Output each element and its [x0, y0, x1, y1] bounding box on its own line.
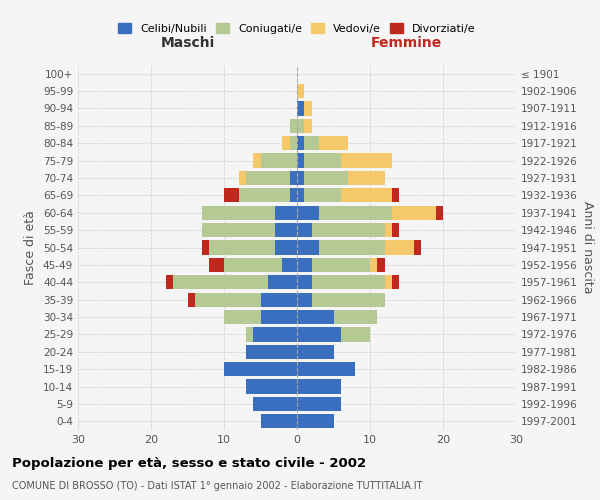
- Bar: [297, 328, 341, 342]
- Bar: [297, 275, 311, 289]
- Bar: [297, 171, 304, 185]
- Text: COMUNE DI BROSSO (TO) - Dati ISTAT 1° gennaio 2002 - Elaborazione TUTTITALIA.IT: COMUNE DI BROSSO (TO) - Dati ISTAT 1° ge…: [12, 481, 422, 491]
- Bar: [392, 275, 399, 289]
- Bar: [341, 328, 370, 342]
- Bar: [209, 258, 224, 272]
- Bar: [385, 275, 392, 289]
- Bar: [195, 292, 260, 307]
- Bar: [392, 188, 399, 202]
- Bar: [297, 102, 304, 116]
- Bar: [297, 310, 334, 324]
- Bar: [260, 154, 297, 168]
- Bar: [246, 171, 290, 185]
- Bar: [239, 188, 290, 202]
- Bar: [297, 206, 319, 220]
- Bar: [224, 188, 239, 202]
- Bar: [290, 118, 297, 133]
- Bar: [297, 223, 311, 237]
- Bar: [246, 328, 253, 342]
- Text: Maschi: Maschi: [160, 36, 215, 51]
- Bar: [414, 240, 421, 254]
- Bar: [304, 154, 341, 168]
- Bar: [304, 102, 311, 116]
- Bar: [297, 188, 304, 202]
- Bar: [275, 223, 297, 237]
- Bar: [385, 240, 414, 254]
- Bar: [202, 206, 275, 220]
- Bar: [297, 380, 341, 394]
- Bar: [187, 292, 195, 307]
- Bar: [290, 136, 297, 150]
- Bar: [297, 344, 334, 359]
- Bar: [297, 362, 355, 376]
- Legend: Celibi/Nubili, Coniugati/e, Vedovi/e, Divorziati/e: Celibi/Nubili, Coniugati/e, Vedovi/e, Di…: [115, 20, 479, 37]
- Bar: [334, 310, 377, 324]
- Bar: [319, 136, 348, 150]
- Bar: [297, 154, 304, 168]
- Bar: [224, 258, 283, 272]
- Bar: [297, 136, 304, 150]
- Bar: [224, 362, 297, 376]
- Bar: [202, 223, 275, 237]
- Bar: [253, 328, 297, 342]
- Bar: [283, 136, 290, 150]
- Bar: [341, 154, 392, 168]
- Y-axis label: Anni di nascita: Anni di nascita: [581, 201, 594, 294]
- Bar: [311, 292, 385, 307]
- Bar: [297, 118, 304, 133]
- Bar: [166, 275, 173, 289]
- Bar: [377, 258, 385, 272]
- Bar: [319, 240, 385, 254]
- Bar: [392, 206, 436, 220]
- Bar: [311, 223, 385, 237]
- Bar: [297, 258, 311, 272]
- Bar: [283, 258, 297, 272]
- Bar: [304, 188, 341, 202]
- Bar: [268, 275, 297, 289]
- Bar: [209, 240, 275, 254]
- Bar: [304, 171, 348, 185]
- Bar: [224, 310, 260, 324]
- Bar: [370, 258, 377, 272]
- Bar: [348, 171, 385, 185]
- Bar: [246, 380, 297, 394]
- Bar: [311, 275, 385, 289]
- Text: Femmine: Femmine: [371, 36, 442, 51]
- Bar: [275, 240, 297, 254]
- Bar: [297, 240, 319, 254]
- Bar: [297, 84, 304, 98]
- Bar: [392, 223, 399, 237]
- Bar: [290, 188, 297, 202]
- Bar: [275, 206, 297, 220]
- Bar: [436, 206, 443, 220]
- Bar: [173, 275, 268, 289]
- Bar: [253, 397, 297, 411]
- Bar: [297, 292, 311, 307]
- Bar: [290, 171, 297, 185]
- Bar: [341, 188, 392, 202]
- Text: Popolazione per età, sesso e stato civile - 2002: Popolazione per età, sesso e stato civil…: [12, 458, 366, 470]
- Bar: [246, 344, 297, 359]
- Bar: [260, 292, 297, 307]
- Bar: [253, 154, 260, 168]
- Bar: [319, 206, 392, 220]
- Bar: [311, 258, 370, 272]
- Bar: [385, 223, 392, 237]
- Bar: [297, 397, 341, 411]
- Bar: [260, 310, 297, 324]
- Bar: [260, 414, 297, 428]
- Bar: [304, 118, 311, 133]
- Bar: [239, 171, 246, 185]
- Bar: [297, 414, 334, 428]
- Bar: [304, 136, 319, 150]
- Bar: [202, 240, 209, 254]
- Y-axis label: Fasce di età: Fasce di età: [25, 210, 37, 285]
